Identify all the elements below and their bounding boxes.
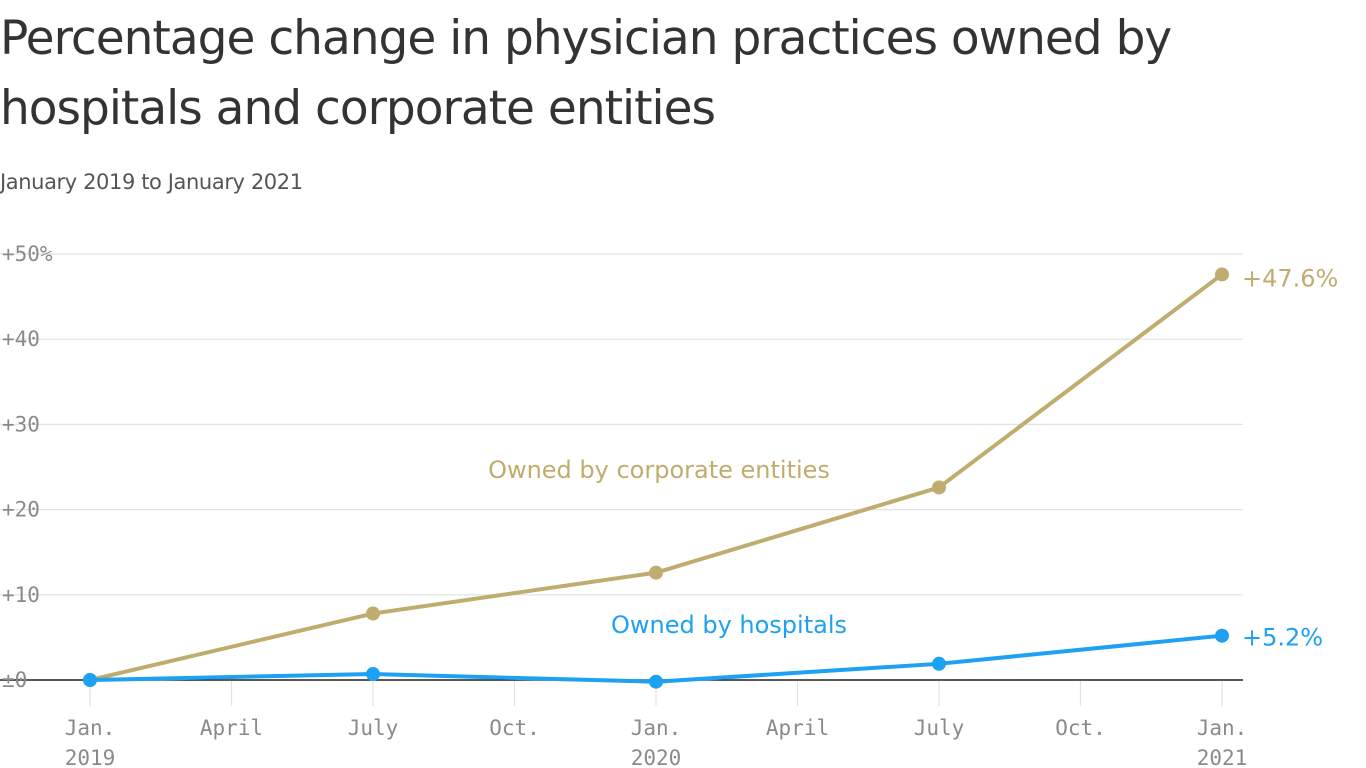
corporate-end-value-label: +47.6%: [1242, 264, 1338, 292]
x-tick-label: July: [348, 716, 399, 740]
y-tick-label: +30: [2, 412, 40, 436]
y-axis: ±0 +10 +20 +30 +40 +50%: [2, 242, 53, 692]
x-tick-year-label: 2020: [631, 746, 682, 768]
gridlines: [0, 253, 1243, 681]
y-tick-label: +20: [2, 498, 40, 522]
series-points: [83, 267, 1229, 689]
x-tick-label: Jan.: [1197, 716, 1248, 740]
hospitals-series-label: Owned by hospitals: [611, 611, 847, 639]
x-tick-label: Jan.: [631, 716, 682, 740]
hospitals-data-point: [366, 667, 380, 682]
x-tick-label: Oct.: [489, 716, 540, 740]
x-tick-label: April: [766, 716, 829, 740]
y-tick-label: +40: [2, 327, 40, 351]
chart-subtitle: January 2019 to January 2021: [0, 170, 303, 194]
hospitals-data-point: [1215, 628, 1229, 643]
corporate-data-point: [366, 606, 380, 621]
chart-title: Percentage change in physician practices…: [0, 11, 1172, 136]
x-tick-year-label: 2019: [65, 746, 116, 768]
y-tick-label: ±0: [2, 668, 27, 692]
hospitals-data-point: [83, 673, 97, 687]
y-tick-label: +50%: [2, 242, 53, 266]
x-tick-label: Jan.: [65, 716, 116, 740]
hospitals-data-point: [649, 674, 663, 689]
hospitals-end-value-label: +5.2%: [1242, 624, 1323, 652]
x-tick-label: July: [914, 716, 965, 740]
corporate-data-point: [932, 480, 946, 495]
series-labels: Owned by corporate entities +47.6% Owned b…: [488, 264, 1338, 651]
corporate-series-label: Owned by corporate entities: [488, 456, 830, 484]
y-tick-label: +10: [2, 583, 40, 607]
x-tick-label: April: [200, 716, 263, 740]
corporate-data-point: [1215, 267, 1229, 282]
corporate-data-point: [649, 565, 663, 580]
x-tick-year-label: 2021: [1197, 746, 1248, 768]
x-axis: Jan. 2019 April July Oct. Jan. 2020 April July Oc…: [65, 681, 1248, 768]
x-tick-label: Oct.: [1055, 716, 1106, 740]
hospitals-data-point: [932, 656, 946, 671]
